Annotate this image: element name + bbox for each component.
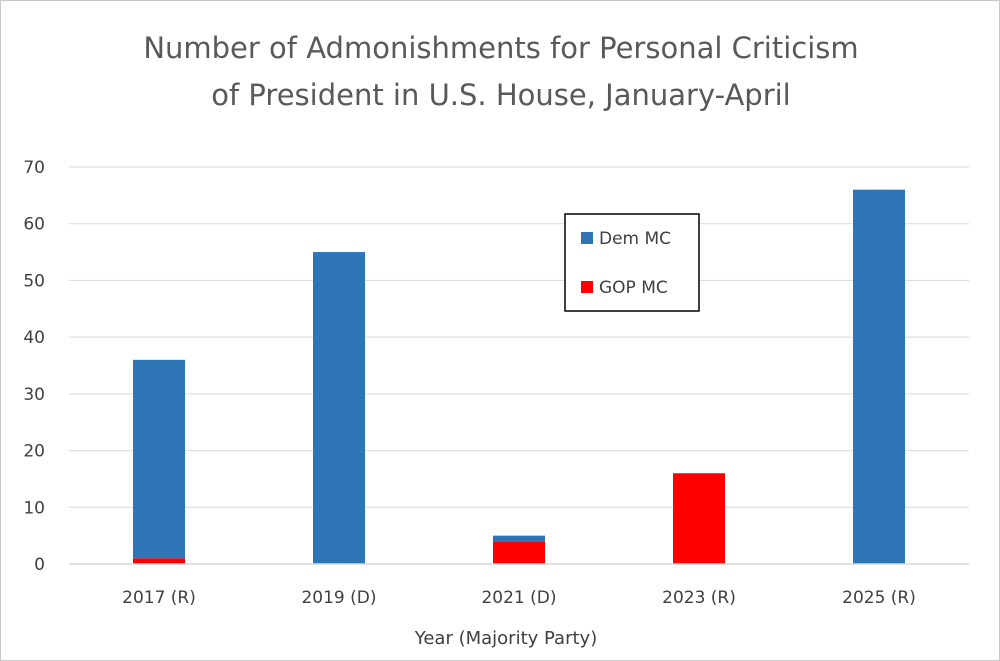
y-tick-label: 50 bbox=[23, 271, 45, 291]
legend-label-dem-mc: Dem MC bbox=[599, 229, 671, 249]
bars bbox=[69, 189, 969, 565]
x-axis-label: Year (Majority Party) bbox=[414, 628, 597, 649]
y-tick-label: 40 bbox=[23, 328, 45, 348]
bar-gop-mc-2 bbox=[493, 541, 545, 564]
legend: Dem MC GOP MC bbox=[564, 213, 700, 312]
chart-title-line-2: of President in U.S. House, January-Apri… bbox=[211, 78, 790, 112]
chart-title-line-1: Number of Admonishments for Personal Cri… bbox=[143, 31, 858, 65]
bar-dem-mc-1 bbox=[313, 252, 365, 565]
x-tick-label: 2019 (D) bbox=[301, 588, 376, 608]
bar-gop-mc-0 bbox=[133, 558, 185, 564]
legend-swatch-dem-mc bbox=[581, 232, 593, 244]
bar-dem-mc-0 bbox=[133, 359, 185, 559]
bar-dem-mc-4 bbox=[853, 189, 905, 564]
bar-dem-mc-2 bbox=[493, 535, 545, 542]
bar-gop-mc-3 bbox=[673, 473, 725, 564]
legend-swatch-gop-mc bbox=[581, 281, 593, 293]
x-tick-label: 2017 (R) bbox=[122, 588, 196, 608]
x-axis-ticks: 2017 (R) 2019 (D) 2021 (D) 2023 (R) 2025 (R) bbox=[122, 588, 916, 608]
y-tick-label: 0 bbox=[34, 555, 45, 575]
gridlines bbox=[69, 166, 969, 565]
y-tick-label: 30 bbox=[23, 385, 45, 405]
y-axis-ticks: 0 10 20 30 40 50 60 70 bbox=[23, 158, 45, 575]
legend-label-gop-mc: GOP MC bbox=[599, 278, 668, 298]
y-tick-label: 70 bbox=[23, 158, 45, 178]
x-tick-label: 2021 (D) bbox=[481, 588, 556, 608]
x-tick-label: 2025 (R) bbox=[842, 588, 916, 608]
legend-box bbox=[564, 213, 700, 312]
y-tick-label: 10 bbox=[23, 498, 45, 518]
y-tick-label: 20 bbox=[23, 442, 45, 462]
y-tick-label: 60 bbox=[23, 215, 45, 235]
x-tick-label: 2023 (R) bbox=[662, 588, 736, 608]
